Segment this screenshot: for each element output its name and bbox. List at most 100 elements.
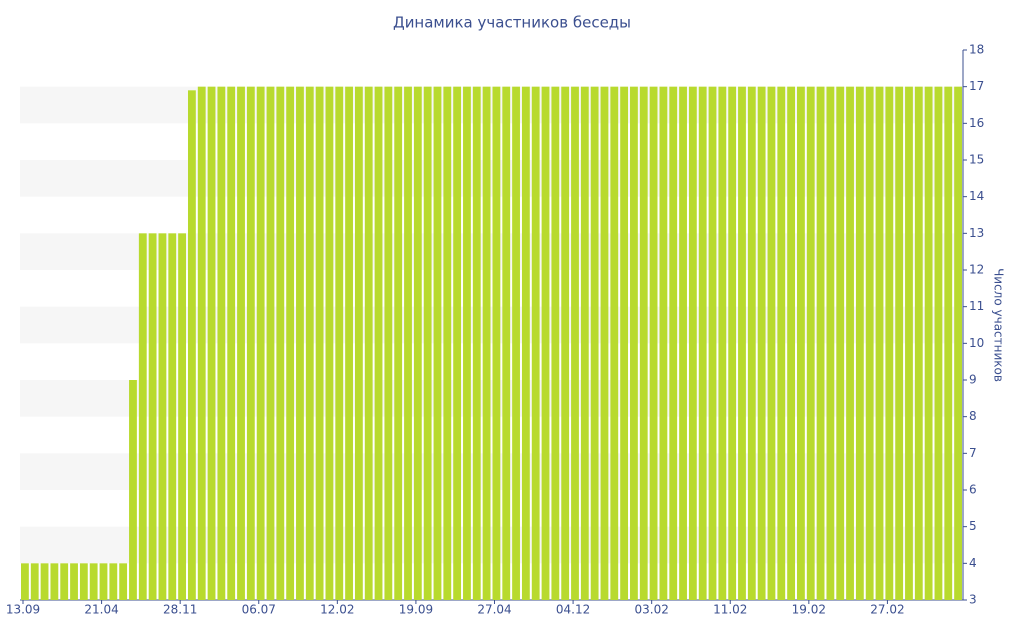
bar [99,563,108,600]
bar [482,86,491,600]
bar [551,86,560,600]
bar [787,86,796,600]
bar [649,86,658,600]
bar [119,563,128,600]
bar [178,233,186,601]
y-tick-label: 5 [969,519,977,533]
y-tick-label: 10 [969,336,984,350]
y-tick-label: 3 [969,593,977,607]
bar [767,86,776,600]
bar [924,86,933,600]
bar [30,563,39,600]
grid-band [20,306,963,344]
bar [453,86,462,600]
bar [325,86,334,600]
bar [885,86,894,600]
bar [305,86,314,600]
bar [698,86,707,600]
bar [669,86,678,600]
bar [384,86,393,600]
chart-title: Динамика участников беседы [393,14,631,32]
bar [531,86,540,600]
bar [109,563,118,600]
grid-band [20,160,963,197]
grid-band [20,86,963,124]
bar [895,86,904,600]
bar [354,86,363,600]
bar [246,86,255,600]
bar [865,86,874,600]
bar [512,86,520,600]
bar [590,86,599,600]
bar [826,86,835,600]
x-tick-label: 21.04 [84,603,118,617]
y-tick-label: 17 [969,79,984,93]
bar [580,86,589,600]
bar [187,90,196,600]
bar [777,86,786,600]
bar [728,86,737,600]
bar [659,86,668,600]
bar [463,86,471,600]
bar [256,86,265,600]
x-tick-label: 03.02 [634,603,668,617]
bar [60,563,69,600]
bar [492,86,501,600]
bar [855,86,864,600]
bar [914,86,923,600]
bar [836,86,845,600]
bar [197,86,206,600]
bar [541,86,550,600]
bar [630,86,638,600]
bar [738,86,746,600]
y-tick-label: 15 [969,153,984,167]
bar [905,86,913,600]
y-tick-label: 14 [969,189,984,203]
x-tick-label: 11.02 [713,603,747,617]
bar [404,86,412,600]
bar [50,563,59,600]
bar [266,86,275,600]
bar [158,233,167,601]
y-tick-label: 18 [969,43,984,57]
y-tick-label: 11 [969,299,984,313]
x-tick-label: 12.02 [320,603,354,617]
bar [286,86,295,600]
bar [610,86,619,600]
bar [934,86,943,600]
bar [21,563,29,600]
bar [718,86,727,600]
bar [688,86,697,600]
bar [227,86,236,600]
grid-band [20,453,963,490]
bar [40,563,49,600]
x-tick-label: 19.02 [792,603,826,617]
bar [806,86,815,600]
bar [89,563,98,600]
bar [708,86,717,600]
grid-band [20,526,963,564]
bar [148,233,157,601]
bar [561,86,570,600]
x-tick-label: 04.12 [556,603,590,617]
bar [443,86,452,600]
bar [138,233,147,601]
bar [345,86,353,600]
y-tick-label: 9 [969,373,977,387]
bar [875,86,884,600]
bar [237,86,245,600]
bar [521,86,530,600]
bar [846,86,854,600]
x-tick-label: 28.11 [163,603,197,617]
grid-band [20,380,963,417]
y-tick-label: 16 [969,116,984,130]
bar [639,86,648,600]
x-tick-label: 13.09 [6,603,40,617]
bar [374,86,383,600]
y-tick-label: 4 [969,556,977,570]
grid-band [20,233,963,270]
y-tick-label: 13 [969,226,984,240]
bar [423,86,432,600]
bar [70,563,78,600]
